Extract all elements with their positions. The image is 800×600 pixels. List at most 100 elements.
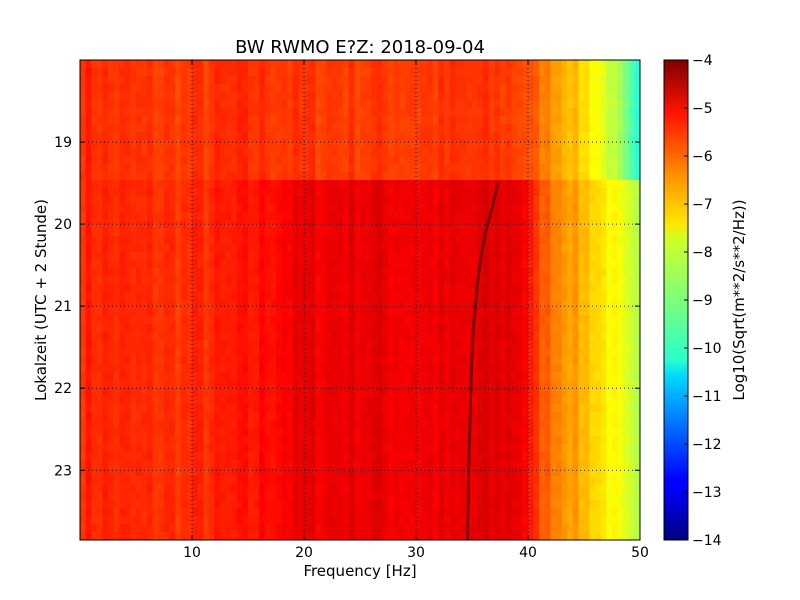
heatmap-cell [432, 292, 439, 301]
heatmap-cell [197, 396, 204, 405]
heatmap-cell [432, 212, 439, 221]
heatmap-cell [147, 260, 154, 269]
heatmap-cell [169, 68, 176, 77]
heatmap-cell [186, 308, 193, 317]
heatmap-cell [169, 332, 176, 341]
heatmap-cell [505, 436, 512, 445]
heatmap-cell [231, 348, 238, 357]
heatmap-cell [141, 124, 148, 133]
heatmap-cell [231, 404, 238, 413]
heatmap-cell [248, 260, 255, 269]
heatmap-cell [225, 372, 232, 381]
heatmap-cell [438, 196, 445, 205]
heatmap-cell [203, 356, 210, 365]
heatmap-cell [208, 364, 215, 373]
heatmap-cell [136, 76, 143, 85]
heatmap-cell [281, 452, 288, 461]
heatmap-cell [388, 436, 395, 445]
heatmap-cell [119, 452, 126, 461]
heatmap-cell [550, 284, 557, 293]
heatmap-cell [416, 196, 423, 205]
heatmap-cell [488, 404, 495, 413]
heatmap-cell [236, 300, 243, 309]
heatmap-cell [365, 196, 372, 205]
heatmap-cell [113, 396, 120, 405]
heatmap-cell [264, 76, 271, 85]
heatmap-cell [259, 148, 266, 157]
heatmap-cell [522, 324, 529, 333]
heatmap-cell [483, 452, 490, 461]
heatmap-cell [438, 268, 445, 277]
heatmap-cell [102, 180, 109, 189]
heatmap-cell [287, 252, 294, 261]
heatmap-cell [236, 260, 243, 269]
heatmap-cell [259, 388, 266, 397]
heatmap-cell [494, 364, 501, 373]
heatmap-cell [578, 60, 585, 69]
heatmap-cell [606, 252, 613, 261]
heatmap-cell [399, 268, 406, 277]
heatmap-cell [113, 84, 120, 93]
heatmap-cell [494, 396, 501, 405]
heatmap-cell [175, 428, 182, 437]
heatmap-cell [236, 428, 243, 437]
heatmap-cell [304, 412, 311, 421]
heatmap-cell [164, 316, 171, 325]
heatmap-cell [382, 292, 389, 301]
heatmap-cell [455, 220, 462, 229]
heatmap-cell [628, 76, 635, 85]
heatmap-cell [438, 92, 445, 101]
heatmap-cell [544, 348, 551, 357]
heatmap-cell [600, 76, 607, 85]
heatmap-cell [533, 164, 540, 173]
heatmap-cell [136, 388, 143, 397]
heatmap-cell [354, 84, 361, 93]
heatmap-cell [214, 340, 221, 349]
heatmap-cell [572, 436, 579, 445]
heatmap-cell [376, 244, 383, 253]
heatmap-cell [500, 68, 507, 77]
heatmap-cell [634, 260, 640, 269]
heatmap-cell [214, 356, 221, 365]
heatmap-cell [628, 412, 635, 421]
heatmap-cell [108, 308, 115, 317]
heatmap-cell [80, 284, 87, 293]
heatmap-cell [231, 148, 238, 157]
heatmap-cell [455, 252, 462, 261]
heatmap-cell [466, 236, 473, 245]
heatmap-cell [494, 348, 501, 357]
heatmap-cell [427, 140, 434, 149]
heatmap-cell [528, 324, 535, 333]
heatmap-cell [500, 220, 507, 229]
heatmap-cell [298, 380, 305, 389]
heatmap-cell [533, 84, 540, 93]
heatmap-cell [85, 156, 92, 165]
heatmap-cell [220, 188, 227, 197]
heatmap-cell [500, 108, 507, 117]
heatmap-cell [628, 340, 635, 349]
heatmap-cell [628, 276, 635, 285]
heatmap-cell [180, 404, 187, 413]
heatmap-cell [298, 260, 305, 269]
heatmap-cell [623, 228, 630, 237]
heatmap-cell [404, 348, 411, 357]
heatmap-cell [500, 140, 507, 149]
heatmap-cell [578, 324, 585, 333]
heatmap-cell [589, 252, 596, 261]
heatmap-cell [248, 428, 255, 437]
heatmap-cell [119, 252, 126, 261]
heatmap-cell [102, 188, 109, 197]
heatmap-cell [164, 212, 171, 221]
heatmap-cell [600, 372, 607, 381]
heatmap-cell [460, 212, 467, 221]
heatmap-cell [360, 436, 367, 445]
heatmap-cell [119, 380, 126, 389]
heatmap-cell [113, 228, 120, 237]
heatmap-cell [108, 108, 115, 117]
heatmap-cell [208, 308, 215, 317]
heatmap-cell [287, 316, 294, 325]
heatmap-cell [197, 412, 204, 421]
heatmap-cell [264, 332, 271, 341]
heatmap-cell [236, 156, 243, 165]
heatmap-cell [214, 316, 221, 325]
